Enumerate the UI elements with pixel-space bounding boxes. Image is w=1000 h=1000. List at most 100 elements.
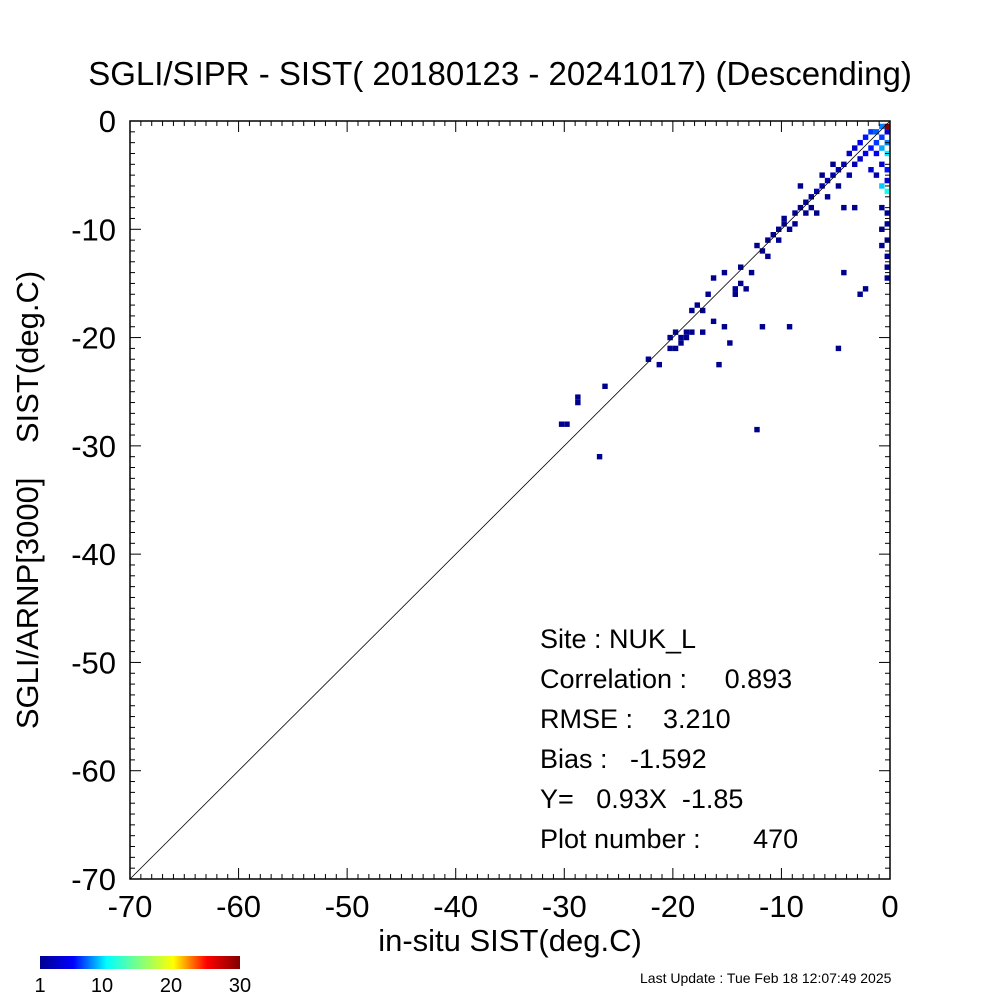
density-cell: [689, 329, 695, 335]
density-cell: [868, 129, 874, 135]
density-cell: [873, 172, 880, 178]
density-cell: [852, 145, 858, 151]
x-tick-labels: -70 -60 -50 -40 -30 -20 -10 0: [108, 889, 899, 924]
density-cell: [868, 167, 874, 173]
density-cell: [835, 167, 842, 173]
density-cell: [879, 145, 885, 151]
x-tick-label: -30: [542, 889, 587, 924]
density-cell: [852, 204, 858, 211]
density-cell: [862, 134, 869, 140]
y-tick-label: -30: [71, 429, 116, 464]
density-cell: [765, 253, 771, 260]
density-cell: [884, 253, 890, 260]
density-cell: [884, 188, 890, 195]
density-cell: [558, 421, 565, 427]
density-cell: [770, 231, 776, 238]
density-cell: [781, 221, 787, 227]
density-cell: [841, 161, 847, 168]
density-cell: [678, 334, 684, 341]
last-update-text: Last Update : Tue Feb 18 12:07:49 2025: [640, 970, 892, 986]
x-tick-label: -10: [759, 889, 804, 924]
density-cell: [873, 150, 880, 157]
density-cell: [884, 221, 890, 227]
density-cell: [732, 286, 738, 292]
y-tick-label: -50: [71, 645, 116, 680]
y-tick-labels: 0 -10 -20 -30 -40 -50 -60 -70: [71, 104, 116, 897]
density-cell: [841, 204, 847, 211]
density-cell: [645, 356, 652, 362]
density-cell: [678, 340, 684, 346]
x-tick-label: -20: [650, 889, 695, 924]
density-cell: [700, 307, 706, 314]
colorbar-tick-label: 10: [90, 975, 114, 997]
density-cell: [683, 329, 690, 335]
density-cell: [857, 156, 863, 162]
density-cell: [824, 194, 831, 200]
density-cell: [792, 210, 798, 216]
density-cell: [672, 329, 679, 335]
x-tick-label: -70: [108, 889, 153, 924]
density-cell: [797, 204, 804, 211]
stat-bias: Bias : -1.592: [540, 744, 707, 774]
density-cell: [884, 123, 890, 130]
y-tick-label: 0: [99, 104, 116, 139]
density-cell: [884, 210, 890, 216]
density-cell: [884, 275, 890, 281]
density-cell: [759, 324, 766, 330]
density-cell: [575, 399, 581, 406]
axis-ticks: [129, 120, 891, 880]
density-cell: [602, 383, 608, 390]
density-cell: [575, 394, 581, 400]
density-cell: [830, 161, 836, 168]
density-cell: [868, 145, 874, 151]
stat-site: Site : NUK_L: [540, 624, 697, 654]
density-cell: [710, 275, 717, 281]
density-cell: [797, 183, 804, 189]
y-tick-label: -10: [71, 212, 116, 247]
chart-title: SGLI/SIPR - SIST( 20180123 - 20241017) (…: [88, 55, 912, 92]
density-cell: [765, 237, 771, 243]
density-cell: [835, 183, 842, 189]
density-cell: [824, 177, 831, 184]
stat-plot-number: Plot number : 470: [540, 824, 799, 854]
density-cell: [738, 280, 744, 287]
density-cell: [879, 123, 885, 130]
density-cell: [803, 210, 809, 216]
density-cell: [596, 453, 603, 460]
colorbar-tick-label: 30: [228, 975, 252, 997]
density-cell: [776, 237, 782, 243]
density-cell: [754, 242, 760, 249]
density-cell: [808, 194, 814, 200]
density-cell: [667, 334, 673, 341]
colorbar-tick-label: 20: [159, 975, 183, 997]
x-tick-label: -60: [216, 889, 261, 924]
density-cell: [857, 291, 863, 297]
density-cell: [564, 421, 570, 427]
density-cell: [738, 264, 744, 270]
density-cell: [852, 161, 858, 168]
density-cell: [759, 248, 766, 254]
one-to-one-line: [129, 120, 891, 880]
x-tick-label: 0: [881, 889, 898, 924]
density-cell: [683, 334, 690, 341]
x-tick-label: -50: [325, 889, 370, 924]
x-axis-label: in-situ SIST(deg.C): [378, 923, 642, 958]
density-cell: [879, 242, 885, 249]
density-cell: [803, 199, 809, 205]
density-cell: [694, 302, 700, 308]
density-cell: [819, 172, 825, 178]
density-cell: [786, 226, 793, 232]
density-cell: [721, 324, 728, 330]
density-cell: [862, 286, 869, 292]
y-tick-label: -70: [71, 862, 116, 897]
density-cell: [700, 329, 706, 335]
density-cell: [710, 318, 717, 325]
density-cells: [558, 123, 890, 460]
density-cell: [672, 345, 679, 352]
density-cell: [689, 307, 695, 314]
density-cell: [835, 345, 842, 352]
density-cell: [879, 183, 885, 189]
density-cell: [732, 291, 738, 297]
density-cell: [814, 188, 820, 195]
